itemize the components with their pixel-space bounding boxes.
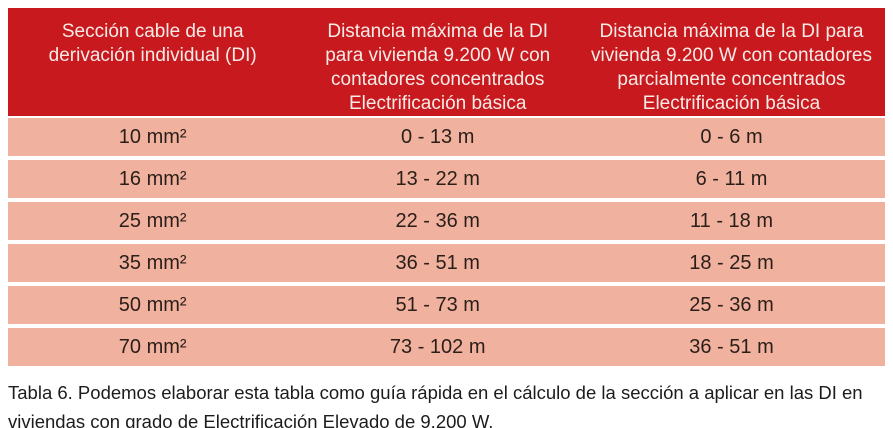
table-header-row: Sección cable de una derivación individu…	[8, 8, 885, 116]
table-row: 50 mm² 51 - 73 m 25 - 36 m	[8, 286, 885, 324]
distance-concentrated-cell: 13 - 22 m	[395, 167, 480, 190]
di-distance-table: Sección cable de una derivación individu…	[8, 8, 885, 366]
table-caption: Tabla 6. Podemos elaborar esta tabla com…	[8, 382, 863, 428]
distance-partial-cell: 25 - 36 m	[689, 293, 774, 316]
distance-concentrated-cell: 51 - 73 m	[395, 293, 480, 316]
section-cell: 50 mm²	[118, 293, 187, 316]
table-row: 35 mm² 36 - 51 m 18 - 25 m	[8, 244, 885, 282]
section-cell: 25 mm²	[118, 209, 187, 232]
table-row: 16 mm² 13 - 22 m 6 - 11 m	[8, 160, 885, 198]
section-cell: 10 mm²	[118, 125, 187, 148]
section-cell: 35 mm²	[118, 251, 187, 274]
table-row: 70 mm² 73 - 102 m 36 - 51 m	[8, 328, 885, 366]
table-row: 10 mm² 0 - 13 m 0 - 6 m	[8, 118, 885, 156]
header-concentrated-column: Distancia máxima de la DI para vivienda …	[325, 21, 551, 114]
section-cell: 16 mm²	[118, 167, 187, 190]
section-cell: 70 mm²	[118, 335, 187, 358]
distance-partial-cell: 0 - 6 m	[700, 125, 763, 148]
header-section-column: Sección cable de una derivación individu…	[48, 21, 257, 66]
distance-partial-cell: 36 - 51 m	[689, 335, 774, 358]
distance-concentrated-cell: 22 - 36 m	[395, 209, 480, 232]
header-partially-concentrated-column: Distancia máxima de la DI para vivienda …	[591, 21, 872, 114]
distance-concentrated-cell: 73 - 102 m	[389, 335, 486, 358]
distance-concentrated-cell: 36 - 51 m	[395, 251, 480, 274]
distance-partial-cell: 6 - 11 m	[695, 167, 768, 190]
distance-partial-cell: 11 - 18 m	[690, 209, 773, 232]
table-row: 25 mm² 22 - 36 m 11 - 18 m	[8, 202, 885, 240]
distance-concentrated-cell: 0 - 13 m	[401, 125, 475, 148]
distance-partial-cell: 18 - 25 m	[689, 251, 774, 274]
